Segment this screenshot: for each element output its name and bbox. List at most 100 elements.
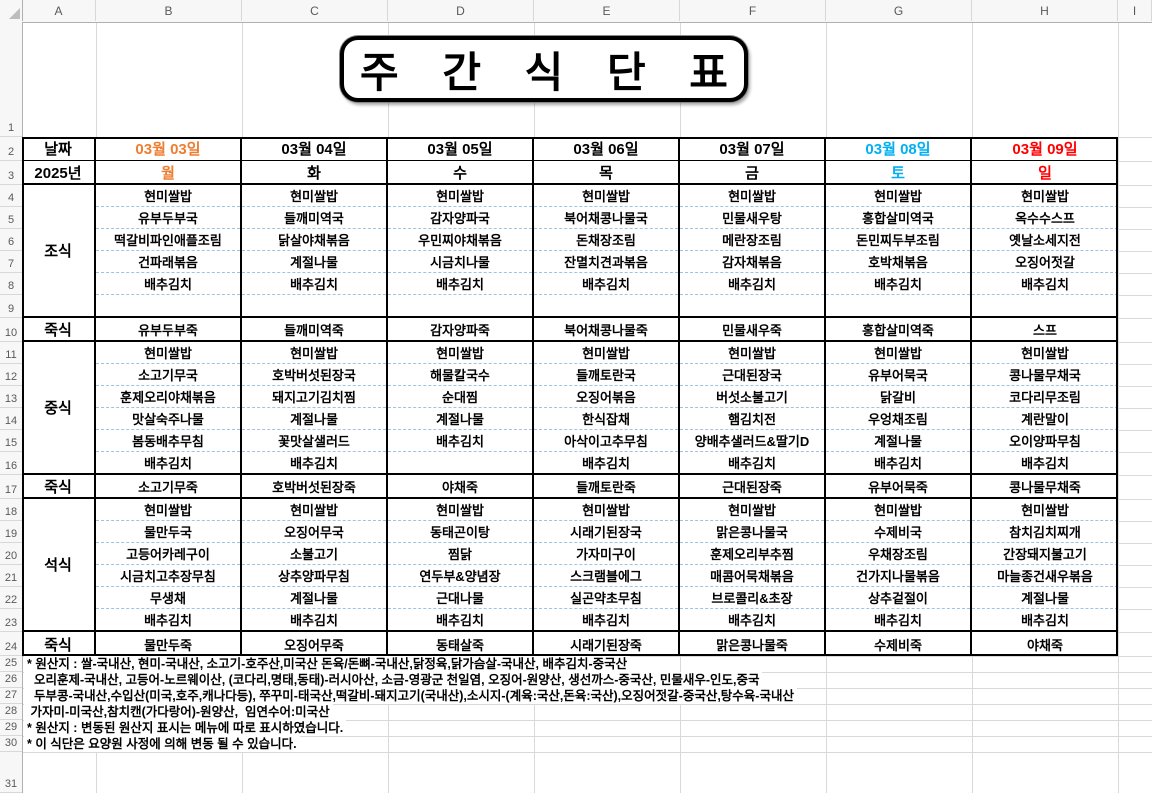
menu-cell[interactable]: 우채장조림 bbox=[826, 543, 970, 565]
menu-cell[interactable]: 물만두국 bbox=[96, 521, 240, 543]
row-header-19[interactable]: 19 bbox=[0, 521, 22, 543]
menu-cell[interactable]: 수제비국 bbox=[826, 521, 970, 543]
menu-cell[interactable]: 참치김치찌개 bbox=[972, 521, 1118, 543]
row-header-28[interactable]: 28 bbox=[0, 704, 22, 720]
porridge-cell-s2-d6[interactable]: 야채죽 bbox=[1027, 637, 1063, 653]
menu-cell[interactable]: 돼지고기김치찜 bbox=[242, 386, 386, 408]
menu-cell[interactable] bbox=[972, 295, 1118, 316]
menu-cell[interactable]: 현미쌀밥 bbox=[534, 185, 678, 207]
porridge-cell-s0-d2[interactable]: 감자양파죽 bbox=[388, 318, 534, 340]
row-header-25[interactable]: 25 bbox=[0, 656, 22, 672]
menu-cell[interactable]: 유부두부국 bbox=[96, 207, 240, 229]
date-cell-6[interactable]: 03월 08일 bbox=[826, 137, 972, 160]
menu-cell[interactable]: 꽃맛살샐러드 bbox=[242, 430, 386, 452]
row-header-18[interactable]: 18 bbox=[0, 499, 22, 521]
menu-cell[interactable]: 간장돼지불고기 bbox=[972, 543, 1118, 565]
menu-cell[interactable]: 호박버섯된장국 bbox=[242, 364, 386, 386]
menu-cell[interactable]: 배추김치 bbox=[144, 456, 192, 471]
menu-cell[interactable]: 고등어카레구이 bbox=[96, 543, 240, 565]
menu-cell[interactable]: 배추김치 bbox=[680, 273, 824, 295]
row-header-26[interactable]: 26 bbox=[0, 672, 22, 688]
porridge-cell-s1-d0[interactable]: 소고기무죽 bbox=[96, 475, 242, 497]
row-header-9[interactable]: 9 bbox=[0, 295, 22, 318]
footnote-line[interactable]: * 원산지 : 쌀-국내산, 현미-국내산, 소고기-호주산,미국산 돈육/돈뼈… bbox=[24, 656, 631, 672]
menu-cell[interactable]: 건가지나물볶음 bbox=[826, 565, 970, 587]
menu-cell[interactable]: 배추김치 bbox=[144, 613, 192, 628]
menu-cell[interactable]: 감자채볶음 bbox=[680, 251, 824, 273]
porridge-cell-s1-d4[interactable]: 근대된장죽 bbox=[680, 475, 826, 497]
menu-cell[interactable]: 현미쌀밥 bbox=[826, 185, 970, 207]
row-header-24[interactable]: 24 bbox=[0, 632, 22, 656]
meal-section-label-1[interactable]: 중식 bbox=[22, 342, 96, 473]
menu-cell[interactable]: 상추겉절이 bbox=[826, 587, 970, 609]
porridge-cell-s0-d1[interactable]: 들깨미역죽 bbox=[242, 318, 388, 340]
row-header-6[interactable]: 6 bbox=[0, 229, 22, 251]
column-header-H[interactable]: H bbox=[972, 0, 1118, 21]
column-header-D[interactable]: D bbox=[388, 0, 534, 21]
menu-cell[interactable]: 잔멸치견과볶음 bbox=[534, 251, 678, 273]
menu-cell[interactable]: 민물새우탕 bbox=[680, 207, 824, 229]
menu-cell[interactable]: 현미쌀밥 bbox=[680, 499, 824, 521]
menu-cell[interactable]: 양배추샐러드&딸기D bbox=[680, 430, 824, 452]
year-label-cell[interactable]: 2025년 bbox=[22, 161, 96, 183]
menu-cell[interactable]: 배추김치 bbox=[1021, 613, 1069, 628]
menu-cell[interactable]: 오징어젓갈 bbox=[972, 251, 1118, 273]
date-cell-2[interactable]: 03월 04일 bbox=[242, 137, 388, 160]
menu-cell[interactable]: 현미쌀밥 bbox=[972, 499, 1118, 521]
menu-cell[interactable]: 오징어무국 bbox=[242, 521, 386, 543]
porridge-cell-s2-d4[interactable]: 맑은콩나물죽 bbox=[680, 632, 826, 656]
menu-cell[interactable]: 우민찌야채볶음 bbox=[388, 229, 532, 251]
meal-section-label-0[interactable]: 조식 bbox=[22, 185, 96, 316]
menu-cell[interactable]: 메란장조림 bbox=[680, 229, 824, 251]
menu-cell[interactable]: 브로콜리&초장 bbox=[680, 587, 824, 609]
row-header-13[interactable]: 13 bbox=[0, 386, 22, 408]
menu-cell[interactable]: 맛살숙주나물 bbox=[96, 408, 240, 430]
menu-cell[interactable]: 배추김치 bbox=[826, 273, 970, 295]
porridge-cell-s2-d0[interactable]: 물만두죽 bbox=[96, 632, 242, 656]
menu-cell[interactable]: 배추김치 bbox=[582, 456, 630, 471]
menu-cell[interactable]: 배추김치 bbox=[534, 273, 678, 295]
row-header-20[interactable]: 20 bbox=[0, 543, 22, 565]
porridge-cell-s0-d5[interactable]: 홍합살미역죽 bbox=[826, 318, 972, 340]
menu-cell[interactable]: 콩나물무채국 bbox=[972, 364, 1118, 386]
column-header-F[interactable]: F bbox=[680, 0, 826, 21]
menu-cell[interactable]: 현미쌀밥 bbox=[96, 342, 240, 364]
row-header-17[interactable]: 17 bbox=[0, 475, 22, 499]
menu-cell[interactable]: 상추양파무침 bbox=[242, 565, 386, 587]
menu-cell[interactable]: 현미쌀밥 bbox=[826, 342, 970, 364]
menu-cell[interactable]: 계란말이 bbox=[972, 408, 1118, 430]
porridge-row-label-1[interactable]: 죽식 bbox=[22, 475, 96, 497]
menu-cell[interactable]: 배추김치 bbox=[874, 456, 922, 471]
row-header-16[interactable]: 16 bbox=[0, 452, 22, 475]
dow-cell-5[interactable]: 금 bbox=[680, 161, 826, 183]
menu-cell[interactable]: 현미쌀밥 bbox=[972, 185, 1118, 207]
menu-cell[interactable]: 근대된장국 bbox=[680, 364, 824, 386]
column-header-I[interactable]: I bbox=[1118, 0, 1152, 21]
menu-cell[interactable]: 현미쌀밥 bbox=[388, 342, 532, 364]
menu-cell[interactable]: 돈민찌두부조림 bbox=[826, 229, 970, 251]
menu-cell[interactable]: 배추김치 bbox=[96, 273, 240, 295]
menu-cell[interactable]: 가자미구이 bbox=[534, 543, 678, 565]
menu-cell[interactable]: 들깨토란국 bbox=[534, 364, 678, 386]
menu-cell[interactable]: 감자양파국 bbox=[388, 207, 532, 229]
dow-cell-1[interactable]: 월 bbox=[96, 161, 242, 183]
menu-cell[interactable] bbox=[388, 452, 532, 473]
column-header-C[interactable]: C bbox=[242, 0, 388, 21]
menu-cell[interactable]: 해물칼국수 bbox=[388, 364, 532, 386]
menu-cell[interactable]: 마늘종건새우볶음 bbox=[972, 565, 1118, 587]
menu-cell[interactable]: 현미쌀밥 bbox=[96, 185, 240, 207]
menu-cell[interactable]: 배추김치 bbox=[582, 613, 630, 628]
porridge-cell-s1-d2[interactable]: 야채죽 bbox=[388, 475, 534, 497]
menu-cell[interactable]: 오징어볶음 bbox=[534, 386, 678, 408]
dow-cell-6[interactable]: 토 bbox=[826, 161, 972, 183]
menu-cell[interactable]: 홍합살미역국 bbox=[826, 207, 970, 229]
menu-cell[interactable]: 건파래볶음 bbox=[96, 251, 240, 273]
row-header-11[interactable]: 11 bbox=[0, 342, 22, 364]
footnote-line[interactable]: 가자미-미국산,참치캔(가다랑어)-원양산, 임연수어:미국산 bbox=[24, 704, 333, 720]
porridge-row-label-0[interactable]: 죽식 bbox=[22, 318, 96, 340]
menu-cell[interactable]: 배추김치 bbox=[728, 613, 776, 628]
menu-cell[interactable]: 현미쌀밥 bbox=[972, 342, 1118, 364]
menu-cell[interactable] bbox=[680, 295, 824, 316]
menu-cell[interactable]: 무생채 bbox=[96, 587, 240, 609]
menu-cell[interactable]: 옥수수스프 bbox=[972, 207, 1118, 229]
